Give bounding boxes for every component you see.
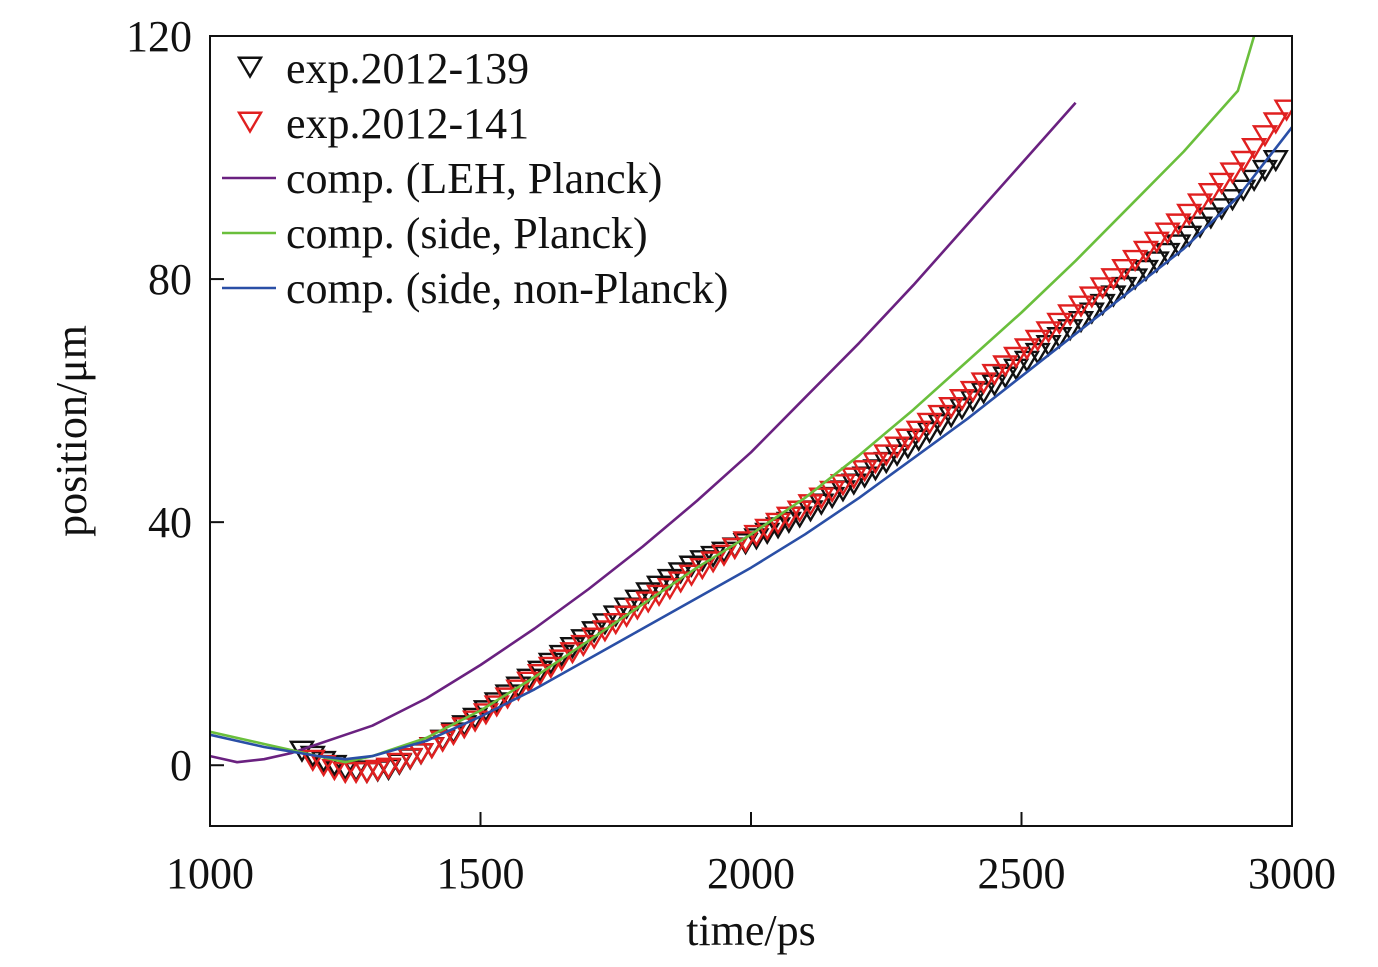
x-tick-label-3: 2500 [978,849,1066,898]
legend-label-1: exp.2012-141 [286,99,529,148]
legend-label-3: comp. (side, Planck) [286,209,648,258]
x-tick-label-0: 1000 [166,849,254,898]
y-tick-label-2: 80 [148,255,192,304]
y-tick-label-0: 0 [170,741,192,790]
legend-swatch-1 [239,113,261,132]
chart: 1000 1500 2000 2500 3000 0 40 80 120 exp.2012-13… [0,0,1378,967]
x-tick-label-4: 3000 [1248,849,1336,898]
x-tick-label-1: 1500 [437,849,525,898]
series-1-point-90 [1276,101,1298,120]
legend-label-2: comp. (LEH, Planck) [286,154,662,203]
x-axis-label: time/ps [686,906,816,955]
x-tick-label-2: 2000 [707,849,795,898]
legend-label-4: comp. (side, non-Planck) [286,264,728,313]
legend: exp.2012-139 exp.2012-141 comp. (LEH, Plan… [222,44,728,313]
y-tick-label-1: 40 [148,498,192,547]
legend-label-0: exp.2012-139 [286,44,529,93]
y-tick-label-3: 120 [126,12,192,61]
y-axis-label: position/μm [47,325,96,537]
legend-swatch-0 [239,58,261,77]
